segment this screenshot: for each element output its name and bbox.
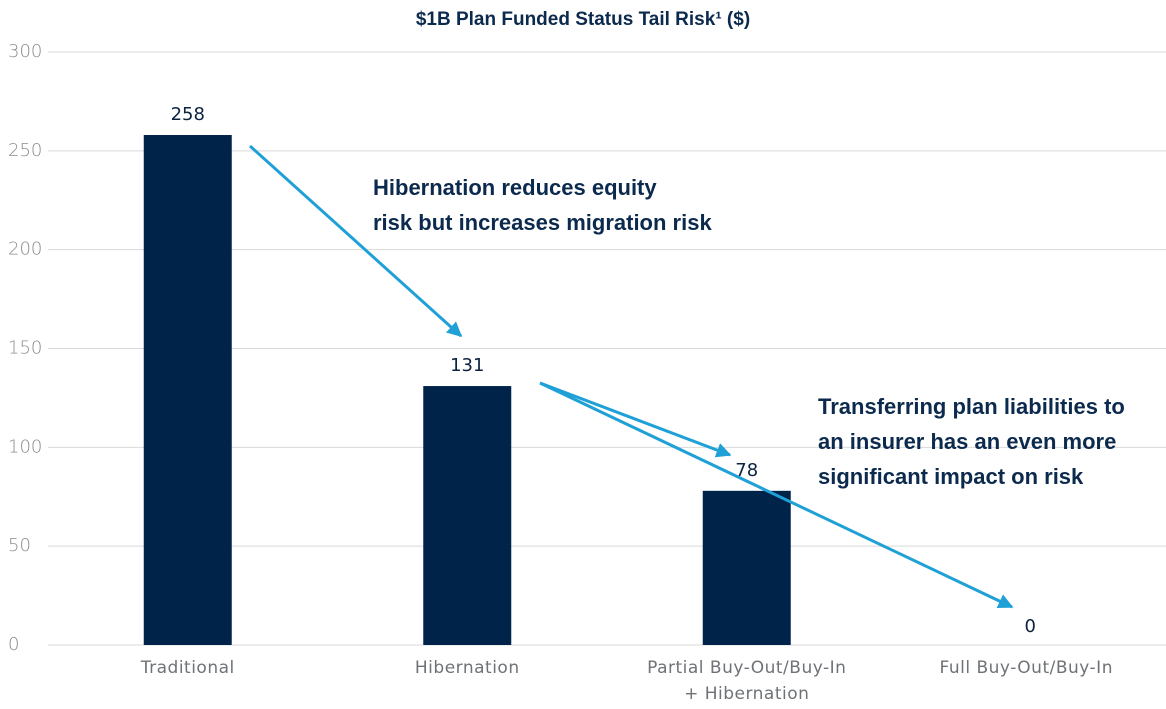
bar (423, 386, 512, 645)
arrow (539, 381, 1014, 609)
x-tick-label: Partial Buy-Out/Buy-In + Hibernation (647, 658, 846, 704)
y-tick-label: 200 (8, 239, 42, 260)
y-tick-label: 300 (8, 41, 42, 62)
arrow (539, 381, 732, 458)
x-tick-label: Traditional (140, 658, 235, 678)
y-tick-label: 0 (8, 634, 19, 655)
annotation: Transferring plan liabilities to an insur… (818, 394, 1125, 489)
value-label: 258 (171, 104, 205, 125)
value-label: 78 (735, 460, 758, 481)
bar (702, 490, 791, 645)
value-label: 0 (1025, 616, 1036, 637)
annotation: Hibernation reduces equity risk but incre… (373, 175, 712, 235)
arrow (248, 144, 463, 338)
value-label: 131 (450, 355, 484, 376)
x-tick-label: Hibernation (415, 658, 520, 678)
x-tick-label: Full Buy-Out/Buy-In (940, 658, 1113, 678)
bar (143, 135, 232, 645)
y-tick-label: 50 (8, 535, 31, 556)
y-tick-label: 250 (8, 140, 42, 161)
chart-title: $1B Plan Funded Status Tail Risk¹ ($) (416, 9, 750, 30)
y-tick-label: 100 (8, 436, 42, 457)
y-tick-label: 150 (8, 338, 42, 359)
